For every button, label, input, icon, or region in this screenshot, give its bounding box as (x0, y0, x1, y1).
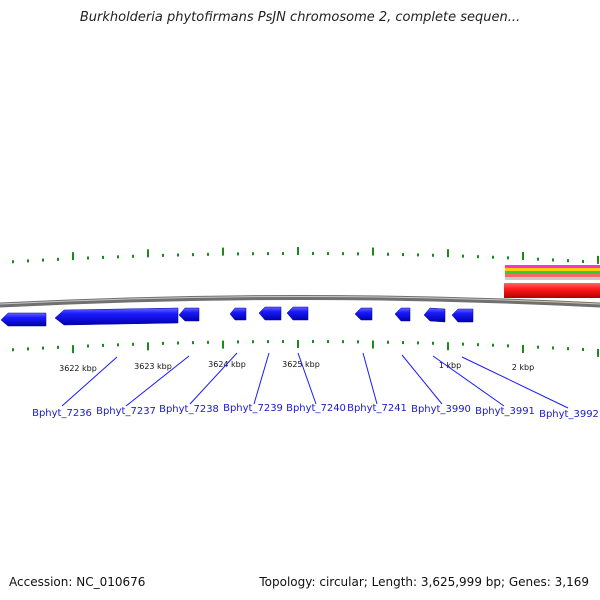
gene-label-bphyt-7241[interactable]: Bphyt_7241 (347, 403, 407, 414)
leader-line-bphyt-7239 (253, 352, 270, 405)
gene-arrow-bphyt-3990[interactable] (354, 307, 373, 321)
scale-label-2kbp: 2 kbp (512, 363, 534, 372)
gene-label-bphyt-3991[interactable]: Bphyt_3991 (475, 406, 535, 417)
genome-summary: Topology: circular; Length: 3,625,999 bp… (259, 575, 589, 589)
gene-arrow-bphyt-7236[interactable] (0, 312, 47, 327)
gene-label-bphyt-7236[interactable]: Bphyt_7236 (32, 408, 92, 419)
scale-label-3625: 3625 kbp (282, 360, 320, 369)
gene-arrow-bphyt-7240[interactable] (258, 306, 282, 321)
gene-leader-lines (61, 352, 569, 409)
gene-label-bphyt-7238[interactable]: Bphyt_7238 (159, 404, 219, 415)
gene-arrow-bphyt-3992[interactable] (423, 307, 446, 323)
backbone-arc-highlight (0, 296, 600, 305)
gene-arrow-bphyt-7238[interactable] (178, 307, 200, 322)
feature-track-gray (505, 277, 600, 280)
leader-line-bphyt-7241 (362, 352, 378, 405)
feature-track-pink (505, 274, 600, 277)
gene-label-bphyt-7240[interactable]: Bphyt_7240 (286, 403, 346, 414)
backbone-arc (0, 295, 600, 308)
gene-arrows (0, 306, 474, 327)
feature-track-yellow (505, 268, 600, 271)
leader-line-bphyt-3991 (432, 355, 505, 407)
map-title: Burkholderia phytofirmans PsJN chromosom… (79, 10, 521, 25)
leader-line-bphyt-7236 (61, 356, 118, 407)
gene-arrow-bphyt-7239[interactable] (229, 307, 247, 321)
leader-line-bphyt-7240 (297, 352, 317, 405)
gene-label-bphyt-3992[interactable]: Bphyt_3992 (539, 409, 599, 420)
scale-label-3622: 3622 kbp (59, 364, 97, 373)
leader-line-bphyt-7237 (125, 355, 190, 407)
gene-label-bphyt-7239[interactable]: Bphyt_7239 (223, 403, 283, 414)
leader-line-bphyt-7238 (189, 352, 238, 405)
feature-red-block[interactable] (504, 283, 600, 298)
gene-arrow-bphyt-3991[interactable] (394, 307, 411, 322)
gene-arrow-extra[interactable] (451, 308, 474, 323)
gene-arrow-bphyt-7237[interactable] (54, 307, 179, 326)
leader-line-bphyt-3992 (461, 356, 569, 409)
gene-label-bphyt-7237[interactable]: Bphyt_7237 (96, 406, 156, 417)
gene-label-bphyt-3990[interactable]: Bphyt_3990 (411, 404, 471, 415)
leader-line-bphyt-3990 (401, 354, 443, 405)
scale-label-1kbp: 1 kbp (439, 361, 461, 370)
scale-label-3623: 3623 kbp (134, 362, 172, 371)
tick-marks-bottom (12, 340, 599, 357)
scale-labels: 3622 kbp 3623 kbp 3624 kbp 3625 kbp 1 kb… (59, 360, 534, 373)
feature-track-green (505, 271, 600, 274)
accession-label: Accession: NC_010676 (9, 575, 146, 589)
feature-track-stack (504, 265, 600, 298)
gene-labels: Bphyt_7236 Bphyt_7237 Bphyt_7238 Bphyt_7… (32, 403, 599, 420)
feature-track-magenta (505, 265, 600, 268)
tick-marks-top (12, 247, 599, 264)
gene-arrow-bphyt-7241[interactable] (286, 306, 309, 321)
